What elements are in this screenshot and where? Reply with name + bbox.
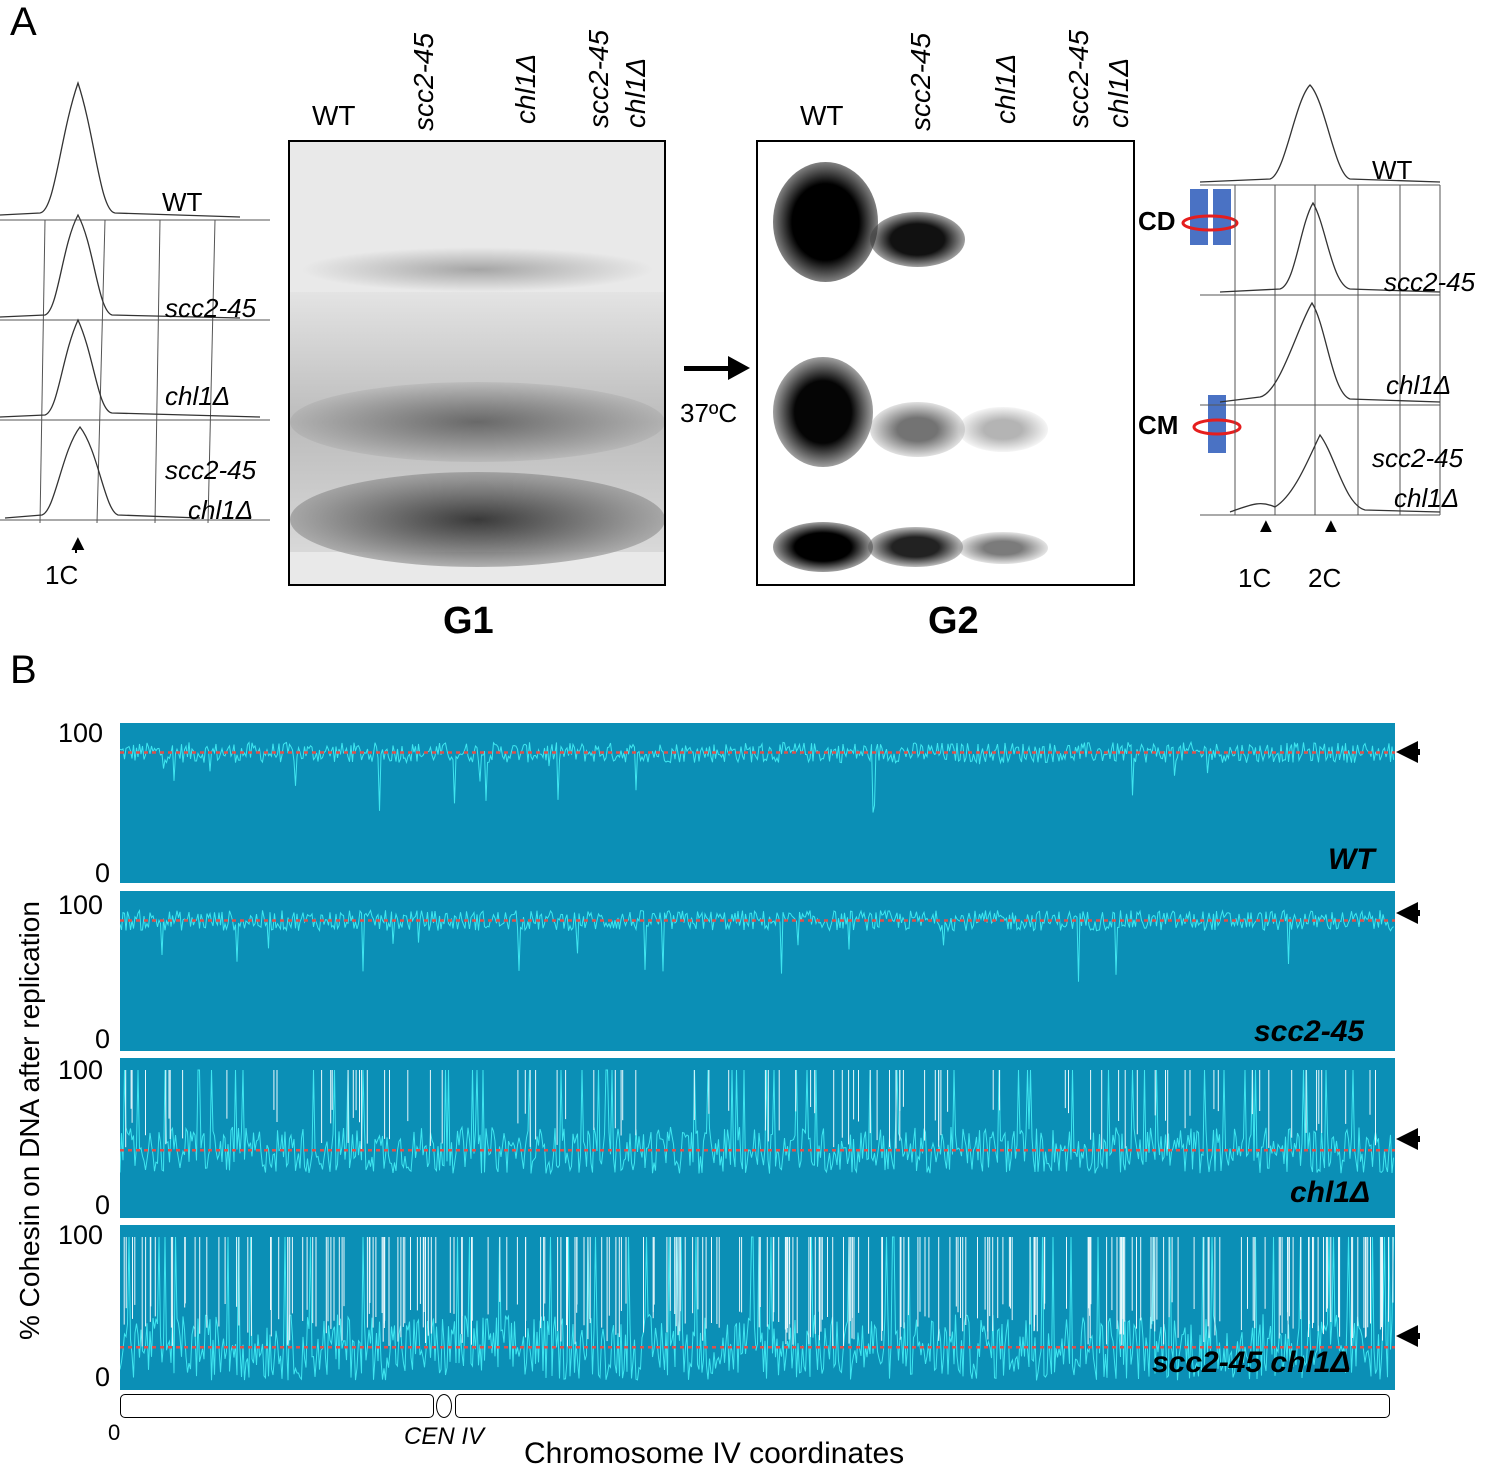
g1-gel <box>288 140 666 586</box>
track-double-trace <box>120 1236 1395 1381</box>
centromere-label: CEN IV <box>404 1423 485 1450</box>
g1-title: G1 <box>443 600 494 642</box>
cohesin-monomer-icon <box>1192 395 1242 453</box>
average-arrow-icon <box>1396 741 1418 763</box>
g1-lane-scc2: scc2-45 <box>408 32 439 131</box>
cm-label: CM <box>1138 410 1179 440</box>
g2-wt-cm <box>773 357 873 467</box>
facs-right-label-scc2: scc2-45 <box>1384 267 1476 297</box>
panel-b-letter: B <box>10 648 37 692</box>
track-chl1-trace <box>120 1069 1395 1176</box>
g1-band-mid <box>290 382 664 462</box>
facs-right-label-wt: WT <box>1372 155 1413 185</box>
average-arrow-icon <box>1396 902 1418 924</box>
track-scc2-label: scc2-45 <box>1254 1015 1365 1048</box>
g1-lane-double-2: chl1Δ <box>620 57 651 128</box>
chromosome-arm-left <box>120 1394 434 1418</box>
signal-line <box>120 1069 1394 1176</box>
average-arrow-stem <box>1412 1136 1420 1142</box>
shift-temperature: 37ºC <box>680 398 738 428</box>
g1-smear <box>290 292 664 552</box>
facs-left-label-double-1: scc2-45 <box>165 455 257 485</box>
y-axis-label: % Cohesin on DNA after replication <box>14 901 45 1340</box>
average-arrow-stem <box>1412 749 1420 755</box>
facs-right-label-double-2: chl1Δ <box>1394 483 1460 513</box>
g2-chl1-bottom <box>958 532 1048 564</box>
g2-lane-double-2: chl1Δ <box>1103 57 1134 128</box>
g2-scc2-cm <box>870 402 965 457</box>
y-tick-0-1: 0 <box>95 858 111 888</box>
facs-left-label-double-2: chl1Δ <box>188 495 254 525</box>
track-wt <box>120 723 1395 883</box>
y-tick-0-3: 0 <box>95 1190 111 1220</box>
y-tick-0-4: 0 <box>95 1362 111 1392</box>
arrow-up-icon: ▲ <box>1321 515 1341 537</box>
g2-wt-cd <box>773 162 878 282</box>
average-arrow-stem <box>1412 1333 1420 1339</box>
facs-left-arrow-stem <box>75 545 77 553</box>
track-wt-label: WT <box>1328 843 1375 876</box>
track-scc2 <box>120 891 1395 1051</box>
facs-right-label-double-1: scc2-45 <box>1372 443 1464 473</box>
g2-wt-bottom <box>773 522 873 572</box>
facs-right-label-chl1: chl1Δ <box>1386 370 1452 400</box>
cohesin-dimer-icon <box>1181 189 1239 245</box>
signal-line <box>120 908 1394 982</box>
track-chl1-label: chl1Δ <box>1290 1176 1371 1209</box>
facs-left-marker-1c: 1C <box>45 560 79 590</box>
g2-scc2-cd <box>870 212 965 267</box>
g2-title: G2 <box>928 600 979 642</box>
y-tick-100-2: 100 <box>58 890 104 920</box>
g2-lane-scc2: scc2-45 <box>905 32 936 131</box>
g1-lane-double-1: scc2-45 <box>583 29 614 128</box>
cd-label: CD <box>1138 206 1176 236</box>
centromere-icon <box>436 1394 452 1418</box>
panel-a-letter: A <box>10 0 37 44</box>
g1-lane-wt: WT <box>312 100 356 131</box>
y-tick-0-2: 0 <box>95 1024 111 1054</box>
facs-left-label-wt: WT <box>162 187 203 217</box>
track-chl1 <box>120 1058 1395 1218</box>
track-double <box>120 1225 1395 1390</box>
arrow-right-icon <box>728 356 750 380</box>
g2-lane-double-1: scc2-45 <box>1063 29 1094 128</box>
facs-left-label-scc2: scc2-45 <box>165 293 257 323</box>
y-tick-100-3: 100 <box>58 1055 104 1085</box>
g2-lane-wt: WT <box>800 100 844 131</box>
shift-arrow-shaft <box>684 366 734 371</box>
x-axis-label: Chromosome IV coordinates <box>524 1437 905 1470</box>
facs-left: WT scc2-45 chl1Δ scc2-45 chl1Δ ▲ 1C <box>0 75 290 595</box>
arrow-up-icon: ▲ <box>67 530 89 555</box>
average-arrow-stem <box>1412 910 1420 916</box>
facs-right-marker-2c: 2C <box>1308 563 1342 593</box>
facs-right-plot <box>1199 84 1441 516</box>
facs-right: WT scc2-45 chl1Δ scc2-45 chl1Δ ▲ ▲ 1C 2C <box>1199 75 1500 605</box>
g2-lane-chl1: chl1Δ <box>990 53 1021 124</box>
average-arrow-icon <box>1396 1325 1418 1347</box>
g2-gel <box>756 140 1135 586</box>
g1-band-bottom <box>290 472 664 567</box>
g1-lane-chl1: chl1Δ <box>510 53 541 124</box>
signal-line <box>120 740 1394 813</box>
g1-band-top <box>300 247 655 292</box>
arrow-up-icon: ▲ <box>1256 515 1276 537</box>
g2-chl1-cm <box>958 407 1048 452</box>
y-tick-100-1: 100 <box>58 718 104 748</box>
facs-left-plot <box>0 80 270 524</box>
track-double-label: scc2-45 chl1Δ <box>1152 1346 1351 1379</box>
track-wt-trace <box>120 740 1395 813</box>
facs-right-marker-1c: 1C <box>1238 563 1272 593</box>
facs-left-label-chl1: chl1Δ <box>165 381 231 411</box>
average-arrow-icon <box>1396 1128 1418 1150</box>
signal-line <box>120 1236 1394 1381</box>
track-scc2-trace <box>120 908 1395 982</box>
g2-scc2-bottom <box>868 527 963 567</box>
y-tick-100-4: 100 <box>58 1220 104 1250</box>
x-origin-label: 0 <box>108 1420 121 1445</box>
chromosome-arm-right <box>455 1394 1390 1418</box>
